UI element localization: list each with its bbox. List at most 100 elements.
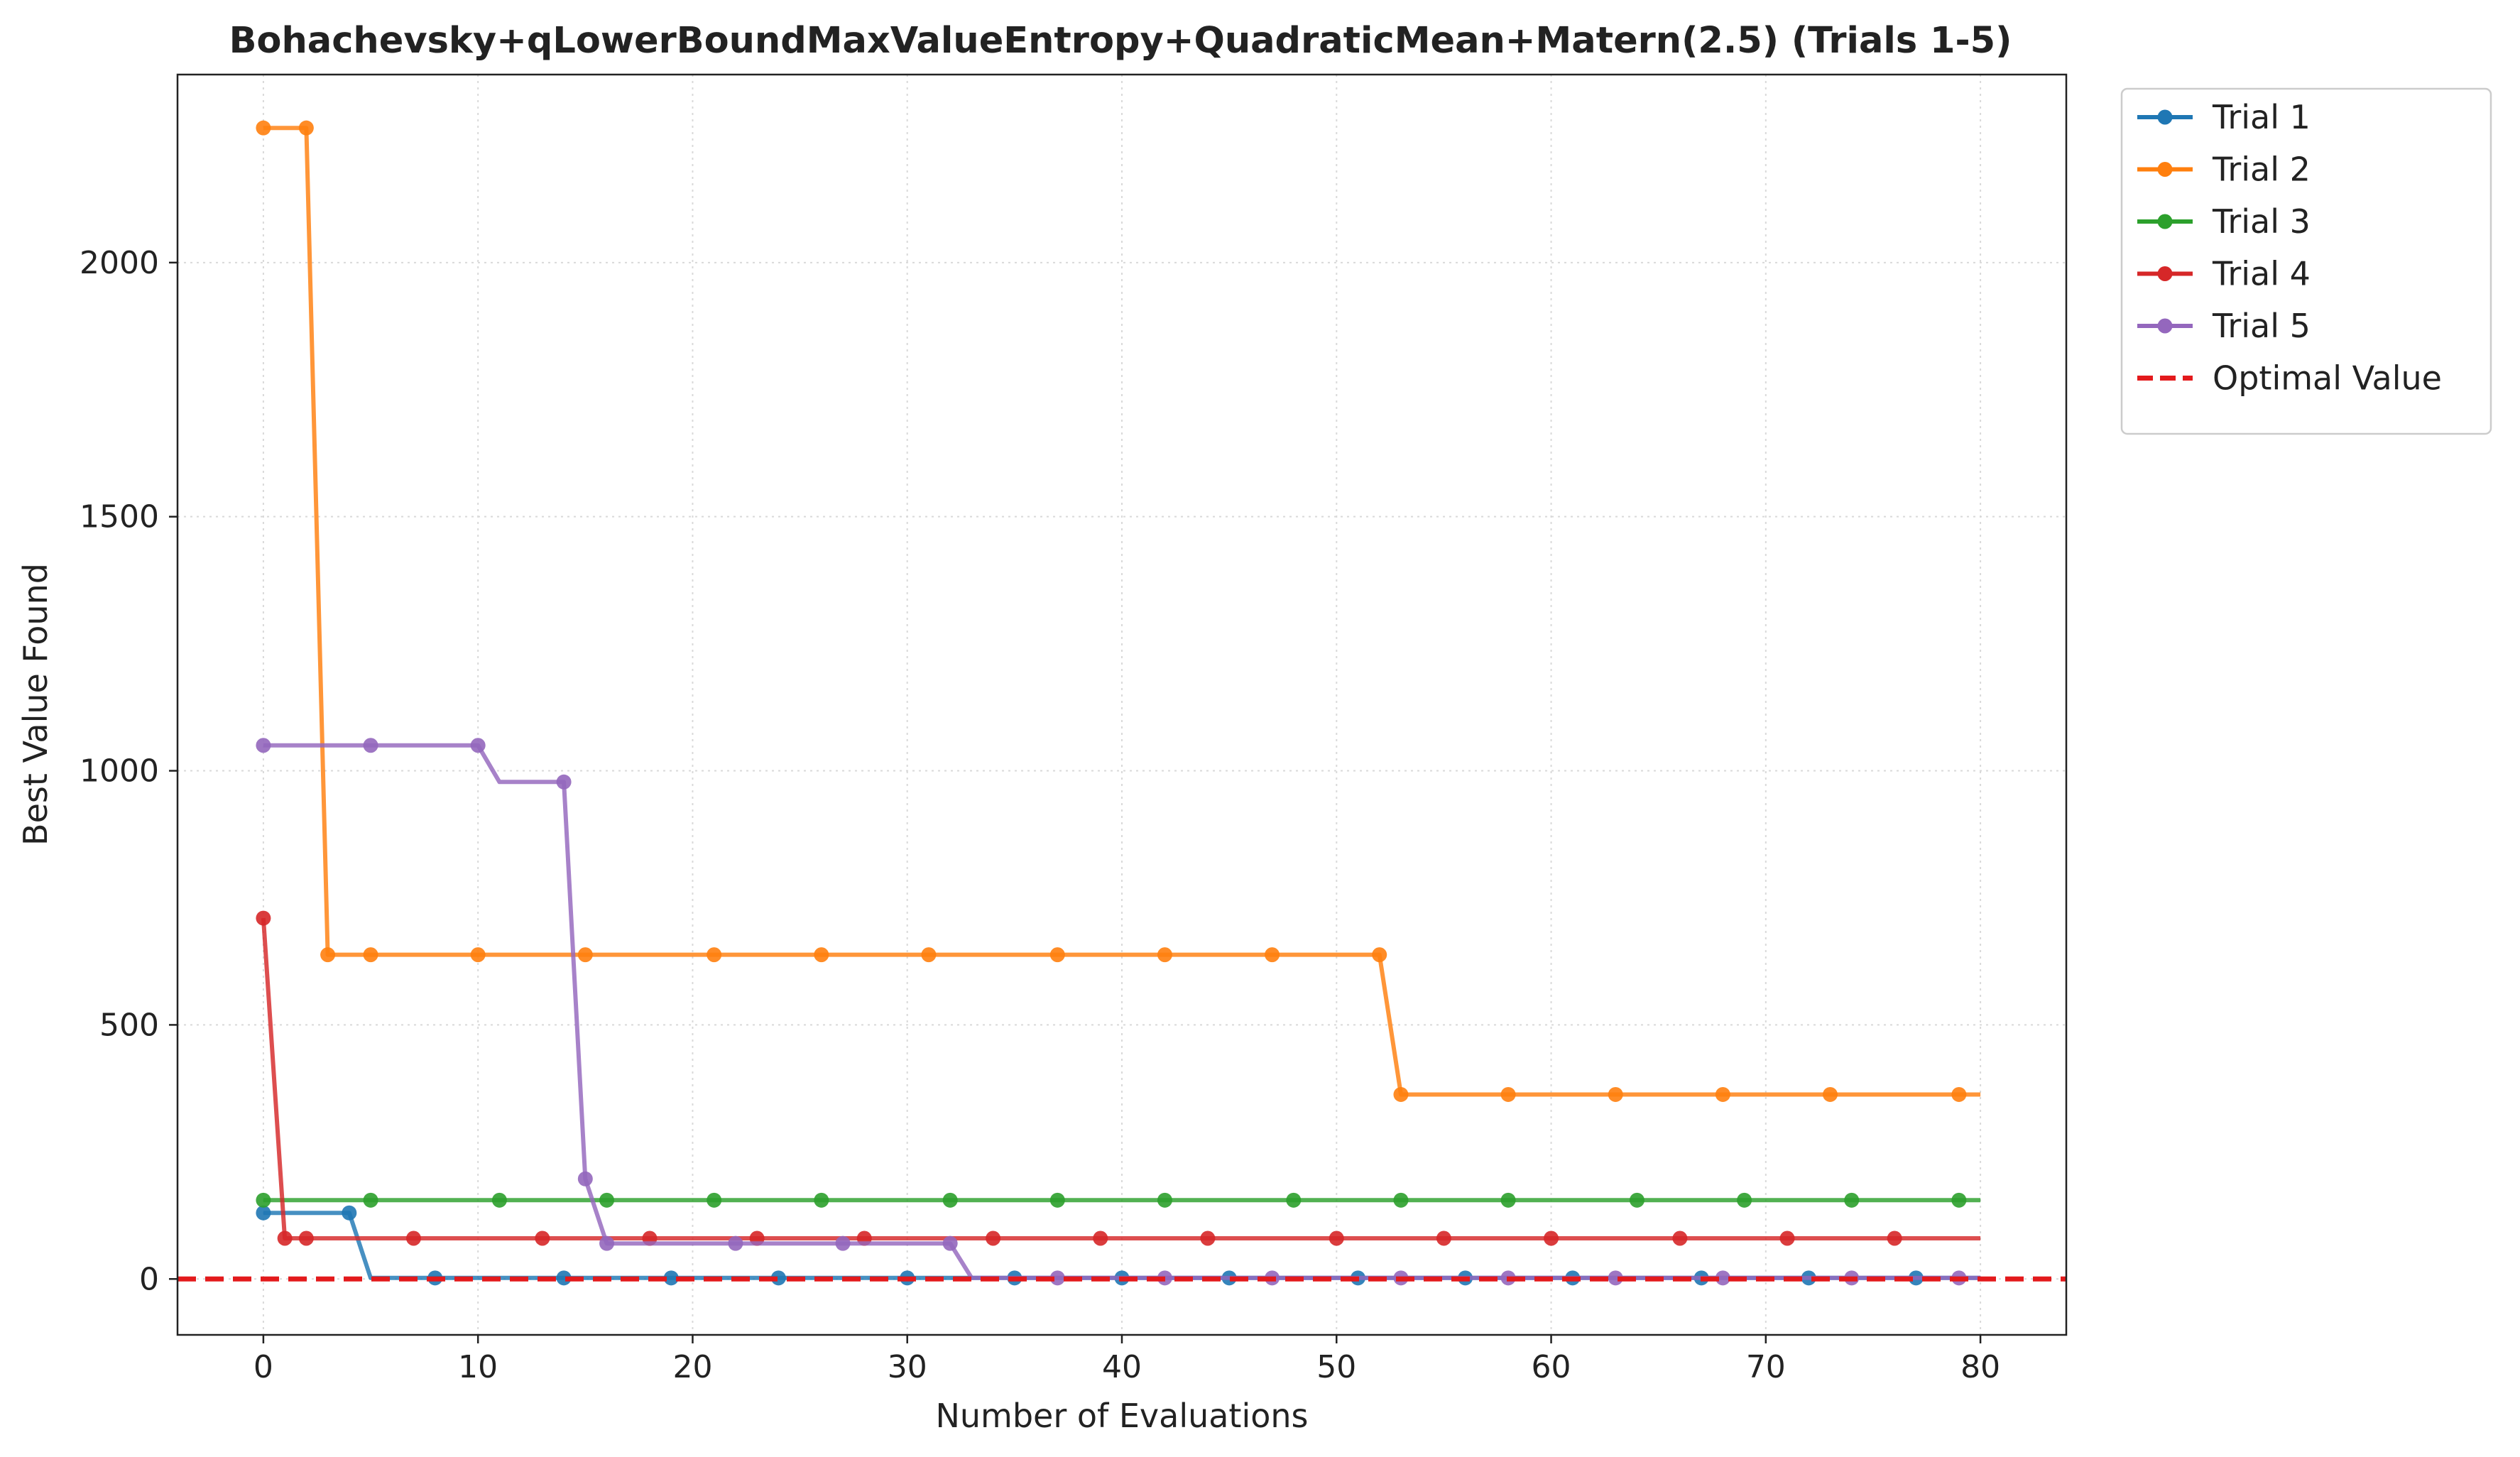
legend-entry: Optimal Value (2137, 359, 2442, 398)
data-point (1737, 1192, 1752, 1208)
data-point (1672, 1230, 1688, 1246)
x-tick-label: 0 (253, 1349, 273, 1385)
data-point (770, 1270, 786, 1286)
legend-box (2120, 87, 2492, 435)
data-point (1393, 1086, 1409, 1102)
data-point (1715, 1270, 1730, 1286)
legend-marker (2157, 109, 2173, 125)
data-point (1544, 1230, 1559, 1246)
legend-label: Trial 2 (2212, 151, 2311, 189)
data-point (556, 774, 572, 790)
data-point (942, 1235, 958, 1251)
y-tick-label: 500 (99, 1007, 159, 1043)
data-point (406, 1230, 421, 1246)
data-point (814, 1192, 829, 1208)
data-point (256, 738, 271, 753)
data-point (942, 1192, 958, 1208)
series-trial-3 (256, 1192, 1981, 1208)
data-point (256, 1192, 271, 1208)
x-tick-label: 20 (672, 1349, 712, 1385)
series-trial-2 (256, 120, 1981, 1102)
data-point (256, 910, 271, 926)
data-point (1049, 947, 1065, 963)
legend-entry: Trial 5 (2137, 307, 2311, 345)
data-point (1286, 1192, 1302, 1208)
x-tick-label: 50 (1316, 1349, 1356, 1385)
data-point (342, 1205, 357, 1221)
data-point (363, 1192, 378, 1208)
data-point (491, 1192, 507, 1208)
x-tick-label: 40 (1102, 1349, 1142, 1385)
data-point (1329, 1230, 1344, 1246)
data-point (986, 1230, 1001, 1246)
data-point (599, 1192, 615, 1208)
legend-label: Trial 5 (2212, 307, 2311, 345)
data-point (556, 1270, 572, 1286)
y-axis-label: Best Value Found (16, 563, 55, 846)
data-point (1887, 1230, 1902, 1246)
series-trial-4 (256, 910, 1981, 1246)
legend-entry: Trial 4 (2137, 255, 2311, 293)
x-tick-label: 70 (1746, 1349, 1786, 1385)
data-point (599, 1235, 615, 1251)
plot-frame (176, 73, 2068, 1336)
data-point (298, 1230, 314, 1246)
data-point (1157, 1192, 1172, 1208)
legend-marker (2157, 266, 2173, 281)
axes: 0 10 20 30 40 50 60 70 80 0 500 1000 1500 2000 (80, 245, 2000, 1385)
data-point (470, 738, 486, 753)
series-trial-5 (256, 738, 1981, 1286)
data-point (728, 1235, 743, 1251)
data-series (178, 120, 2066, 1286)
x-axis-label: Number of Evaluations (935, 1397, 1308, 1435)
data-point (1200, 1230, 1216, 1246)
data-point (277, 1230, 293, 1246)
x-tick-label: 30 (888, 1349, 927, 1385)
legend-marker (2157, 214, 2173, 229)
data-point (707, 947, 722, 963)
data-point (1951, 1086, 1967, 1102)
data-point (663, 1270, 679, 1286)
data-point (1436, 1230, 1451, 1246)
data-point (577, 947, 593, 963)
data-point (1049, 1270, 1065, 1286)
legend-label: Optimal Value (2213, 359, 2442, 398)
legend-marker (2157, 318, 2173, 334)
data-point (363, 947, 378, 963)
y-tick-label: 1500 (80, 499, 159, 535)
data-point (1629, 1192, 1644, 1208)
data-point (707, 1192, 722, 1208)
legend-label: Trial 1 (2212, 98, 2311, 136)
data-point (1500, 1086, 1516, 1102)
data-point (835, 1235, 851, 1251)
data-point (814, 947, 829, 963)
legend-marker (2157, 162, 2173, 177)
data-point (256, 1205, 271, 1221)
data-point (1157, 947, 1172, 963)
grid-lines (178, 75, 2066, 1335)
data-point (1500, 1192, 1516, 1208)
data-point (1093, 1230, 1108, 1246)
data-point (1823, 1086, 1838, 1102)
y-tick-label: 0 (139, 1261, 159, 1297)
data-point (1715, 1086, 1730, 1102)
data-point (1049, 1192, 1065, 1208)
chart-title: Bohachevsky+qLowerBoundMaxValueEntropy+Q… (229, 20, 2012, 62)
data-point (1393, 1192, 1409, 1208)
data-point (1372, 947, 1387, 963)
data-point (1265, 947, 1280, 963)
data-point (470, 947, 486, 963)
data-point (1779, 1230, 1795, 1246)
data-point (320, 947, 336, 963)
x-tick-label: 60 (1532, 1349, 1571, 1385)
legend: Trial 1 Trial 2 Trial 3 Trial 4 Trial 5 Optim… (2120, 87, 2492, 435)
data-point (577, 1171, 593, 1186)
data-point (535, 1230, 550, 1246)
legend-entry: Trial 2 (2137, 151, 2311, 189)
data-point (256, 120, 271, 136)
x-tick-label: 80 (1960, 1349, 2000, 1385)
data-point (1844, 1192, 1860, 1208)
y-tick-label: 1000 (80, 753, 159, 790)
y-tick-label: 2000 (80, 245, 159, 281)
